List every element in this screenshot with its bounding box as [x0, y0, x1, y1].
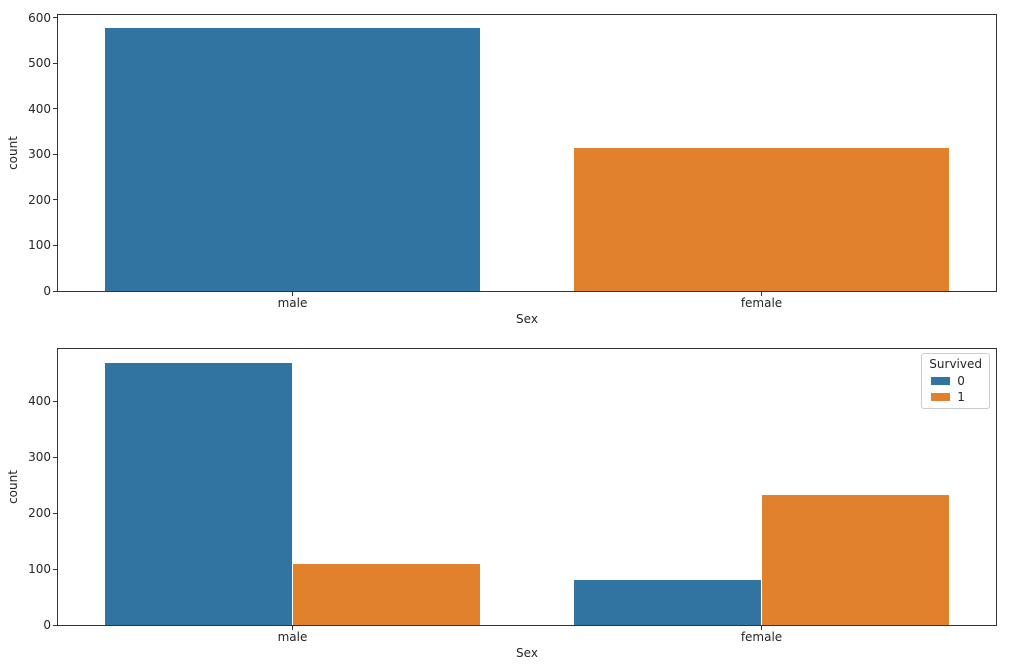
y-tick-label: 0: [43, 284, 51, 298]
x-tick-mark: [292, 292, 293, 296]
legend: Survived 0 1: [921, 353, 990, 409]
y-tick-mark: [53, 512, 57, 514]
y-axis-label: count: [6, 136, 20, 170]
y-tick-label: 300: [28, 450, 51, 465]
bar-male-1: [292, 563, 481, 625]
legend-entry-label: 0: [957, 374, 965, 388]
x-tick-label: female: [740, 296, 783, 310]
legend-swatch-icon: [931, 377, 951, 385]
y-axis-label: count: [6, 470, 20, 504]
y-tick-mark: [53, 17, 57, 19]
y-tick-mark: [53, 568, 57, 570]
bar-female-count: [573, 148, 950, 291]
y-tick-mark: [53, 199, 57, 201]
x-axis-label: Sex: [516, 646, 538, 660]
x-axis-label: Sex: [516, 312, 538, 326]
x-tick-label: female: [740, 630, 783, 644]
x-tick-mark: [761, 292, 762, 296]
y-tick-mark: [53, 153, 57, 155]
legend-entry-1: 1: [929, 391, 982, 403]
x-tick-label: male: [277, 296, 308, 310]
bar-male-count: [104, 28, 481, 291]
y-tick-mark: [53, 400, 57, 402]
bar-female-1: [761, 494, 950, 625]
y-tick-mark: [53, 108, 57, 110]
x-tick-mark: [761, 626, 762, 630]
y-tick-label: 400: [28, 394, 51, 409]
plot-area-count-by-sex-survived: 0 100 200 300 400 male female Sex count Survived 0…: [6, 348, 997, 659]
y-tick-label: 100: [28, 562, 51, 577]
y-tick-label: 500: [28, 56, 51, 71]
y-tick-mark: [53, 290, 57, 292]
legend-title: Survived: [929, 357, 982, 371]
y-tick-mark: [53, 456, 57, 458]
y-tick-label: 600: [28, 10, 51, 25]
y-tick-mark: [53, 62, 57, 64]
x-tick-mark: [292, 626, 293, 630]
x-tick-label: male: [277, 630, 308, 644]
y-tick-label: 400: [28, 101, 51, 116]
bar-male-0: [104, 363, 293, 625]
y-tick-mark: [53, 244, 57, 246]
y-tick-label: 200: [28, 506, 51, 521]
bar-female-0: [573, 579, 762, 625]
plot-area-count-by-sex: 0 100 200 300 400 500 600 male female Sex count: [6, 12, 997, 325]
legend-entry-label: 1: [957, 390, 965, 404]
legend-entry-0: 0: [929, 375, 982, 387]
y-tick-mark: [53, 624, 57, 626]
y-tick-label: 200: [28, 192, 51, 207]
y-tick-label: 0: [43, 618, 51, 632]
y-tick-label: 100: [28, 238, 51, 253]
y-tick-label: 300: [28, 147, 51, 162]
legend-swatch-icon: [931, 393, 951, 401]
